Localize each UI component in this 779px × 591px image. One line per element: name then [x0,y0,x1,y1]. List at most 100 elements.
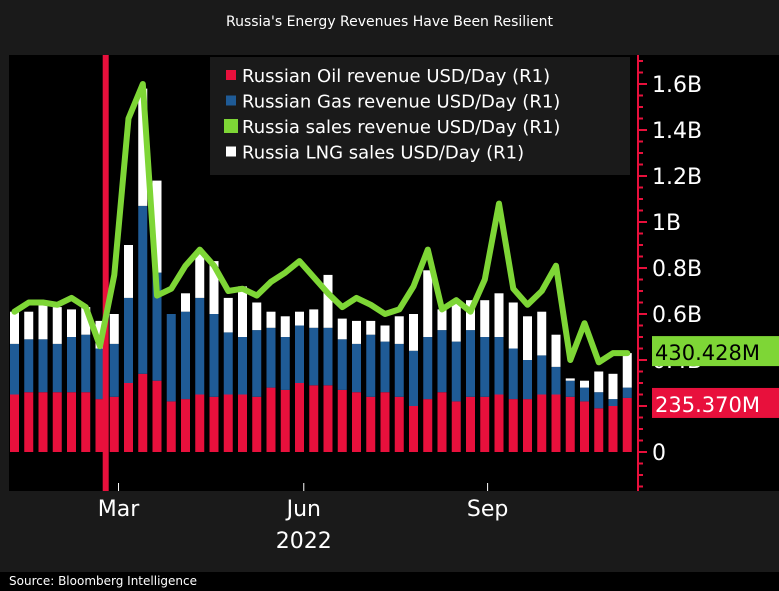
bar-gas [366,334,376,397]
bar-gas [466,330,475,397]
bar-lng [24,311,34,340]
bar-lng [295,311,304,326]
bar-oil [466,396,475,452]
bar-oil [537,394,547,452]
bar-gas [10,343,19,395]
bar-gas [523,360,532,400]
bar-gas [252,330,262,397]
bar-gas [451,341,461,402]
bar-stack [622,353,632,452]
bar-oil [295,383,304,452]
legend-swatch [224,119,238,133]
series-line-sales [11,81,631,366]
bar-stack [594,371,604,452]
bar-stack [451,300,461,452]
bar-oil [608,406,618,452]
bar-gas [67,337,76,393]
bar-gas [494,337,504,395]
bar-gas [480,337,490,397]
bar-lng [352,320,361,344]
legend-item: Russian Gas revenue USD/Day (R1) [226,92,560,113]
legend-swatch [226,95,236,106]
bar-oil [551,394,561,452]
bar-oil [109,396,119,452]
bar-gas [580,387,589,402]
bar-oil [423,399,433,452]
bar-oil [409,406,418,452]
bar-stack [494,293,504,452]
bar-gas [622,387,632,398]
bar-gas [181,311,190,400]
bar-lng [480,300,490,337]
chart-title-bar: Russia's Energy Revenues Have Been Resil… [0,0,779,44]
bar-oil [580,401,589,452]
bar-lng [81,307,91,335]
bar-lng [323,274,333,328]
bar-stack [352,320,361,452]
bar-gas [409,350,418,406]
x-tick-label: Mar [98,497,140,522]
bar-gas [124,297,133,383]
legend-label: Russia LNG sales USD/Day (R1) [242,143,524,164]
bar-oil [38,392,48,452]
bar-oil [124,383,133,452]
bar-oil [266,387,276,452]
bar-stack [565,378,575,452]
bar-lng [223,297,233,333]
bar-lng [109,314,119,344]
bar-gas [608,399,618,406]
bar-lng [10,311,19,344]
bar-stack [537,311,547,452]
legend-label: Russian Gas revenue USD/Day (R1) [242,92,560,113]
bar-stack [10,311,19,452]
bar-gas [380,341,390,393]
bar-lng [152,180,162,273]
bar-stack [124,245,133,452]
bar-oil [223,394,233,452]
bar-lng [252,302,262,331]
bar-oil [52,392,62,452]
bar-oil [24,392,34,452]
bar-gas [152,272,162,381]
bar-oil [352,392,361,452]
bar-lng [466,300,475,331]
bar-stack [295,311,304,452]
bar-lng [594,371,604,393]
bar-oil [366,396,376,452]
bar-lng [266,311,276,328]
bar-stack [423,270,433,452]
bar-stack [138,88,148,452]
bar-stack [280,316,290,452]
bar-gas [352,343,361,393]
line-layer [11,81,631,366]
bar-oil [437,392,447,452]
bar-lng [309,309,319,328]
y-tick-label: 0 [652,441,666,466]
tag-bg [652,387,779,418]
bar-oil [95,399,105,452]
bar-gas [508,348,518,400]
bar-lng [580,380,589,388]
chart-title: Russia's Energy Revenues Have Been Resil… [225,14,554,30]
event-marker-line [102,55,109,491]
bar-lng [238,286,247,337]
bar-oil [494,394,504,452]
bar-lng [394,316,404,344]
bar-lng [608,373,618,400]
source-text: Source: Bloomberg Intelligence [9,574,197,588]
bar-lng [280,316,290,337]
x-tick-label: Jun [285,497,321,522]
y-tick-label: 1.6B [652,73,702,98]
bar-stack [309,309,319,452]
bar-lng [209,261,219,314]
bar-lng [451,300,461,342]
bar-gas [551,366,561,395]
bar-oil [394,396,404,452]
bar-oil [451,401,461,452]
bar-lng [67,309,76,337]
bar-lng [494,293,504,337]
bar-stack [508,302,518,452]
bar-oil [323,385,333,452]
bar-oil [166,401,176,452]
